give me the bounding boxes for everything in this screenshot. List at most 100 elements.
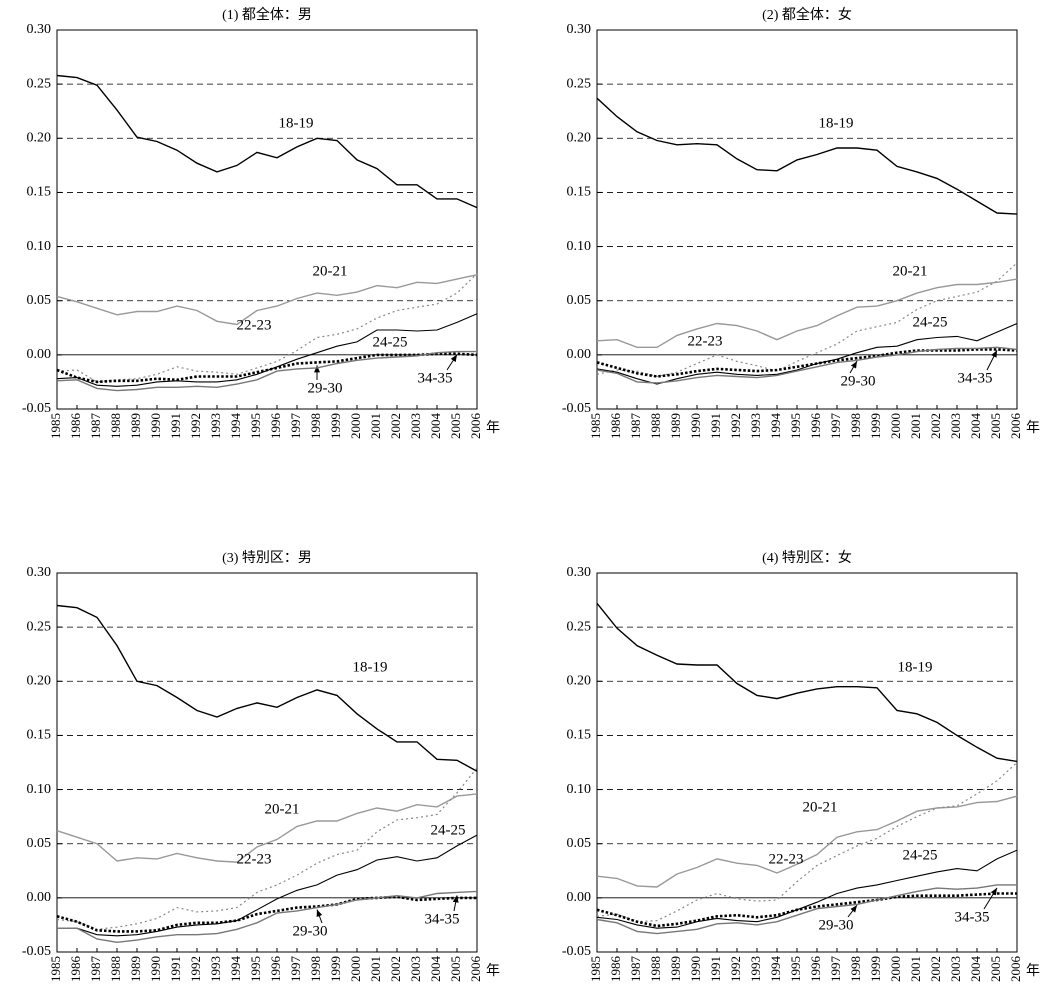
x-tick-label: 1993 <box>208 956 223 982</box>
label-arrow <box>316 909 323 924</box>
y-tick-label: 0.20 <box>567 674 592 689</box>
y-tick-label: 0.00 <box>567 890 592 905</box>
x-tick-label: 2002 <box>928 956 943 982</box>
plot-frame <box>596 29 1018 410</box>
x-tick-label: 1999 <box>868 956 883 982</box>
y-tick-label: 0.25 <box>27 76 52 91</box>
y-tick-label: -0.05 <box>562 401 591 416</box>
x-tick-label: 1996 <box>268 413 283 440</box>
label-arrow <box>847 904 858 918</box>
x-tick-label: 1991 <box>708 413 723 439</box>
y-tick-label: 0.15 <box>567 185 592 200</box>
x-tick-label: 2000 <box>888 956 903 982</box>
y-tick-label: 0.05 <box>27 836 52 851</box>
series-label: 34-35 <box>425 911 460 927</box>
x-tick-label: 1991 <box>168 413 183 439</box>
series-line <box>596 278 1018 348</box>
y-tick-label: 0.05 <box>567 293 592 308</box>
series-label: 22-23 <box>769 851 804 867</box>
panel: (4) 特別区：女 -0.05 0.00 0.05 0.10 0.15 0.20 0.25 0.… <box>562 549 1040 982</box>
y-tick-label: 0.30 <box>567 565 592 580</box>
x-tick-label: 1993 <box>748 413 763 439</box>
series-line <box>596 795 1018 888</box>
x-tick-label: 1998 <box>848 413 863 439</box>
series-label: 18-19 <box>898 659 933 675</box>
series-label: 18-19 <box>279 115 314 131</box>
x-tick-label: 2001 <box>368 956 383 982</box>
chart-title: (4) 特別区：女 <box>762 549 852 566</box>
series-label: 24-25 <box>903 847 938 863</box>
series-line <box>56 604 478 772</box>
x-tick-label: 1990 <box>688 413 703 439</box>
series-label: 20-21 <box>313 263 348 279</box>
x-tick-label: 2006 <box>1008 413 1023 440</box>
y-tick-label: 0.30 <box>567 22 592 37</box>
series-label: 34-35 <box>418 370 453 386</box>
x-tick-label: 1987 <box>628 956 643 983</box>
x-tick-label: 1989 <box>668 413 683 439</box>
y-tick-label: 0.30 <box>27 22 52 37</box>
x-tick-label: 1999 <box>868 413 883 439</box>
series-line <box>56 274 478 326</box>
chart-title: (3) 特別区：男 <box>222 550 312 566</box>
x-tick-label: 1992 <box>188 956 203 982</box>
x-axis-label: 年 <box>486 420 500 436</box>
series-label: 34-35 <box>955 909 990 925</box>
x-tick-label: 1986 <box>608 413 623 440</box>
x-tick-label: 1988 <box>108 956 123 982</box>
x-tick-label: 1990 <box>148 956 163 982</box>
x-axis-label: 年 <box>1026 963 1040 979</box>
series-line <box>57 890 478 944</box>
x-tick-label: 2001 <box>368 413 383 439</box>
y-tick-label: 0.15 <box>27 185 52 200</box>
label-arrow <box>983 887 998 910</box>
x-tick-label: 1996 <box>808 413 823 440</box>
x-tick-label: 1986 <box>68 413 83 440</box>
x-tick-label: 1992 <box>728 956 743 982</box>
x-tick-label: 1995 <box>248 956 263 982</box>
series-label: 22-23 <box>237 851 272 867</box>
x-tick-label: 1998 <box>308 956 323 982</box>
x-tick-label: 1997 <box>288 956 303 983</box>
x-tick-label: 1988 <box>648 956 663 982</box>
x-tick-label: 2000 <box>348 413 363 439</box>
x-tick-label: 1991 <box>168 956 183 982</box>
x-tick-label: 1993 <box>208 413 223 439</box>
plot-frame <box>56 572 478 953</box>
label-arrow <box>452 895 459 912</box>
x-tick-label: 1991 <box>708 956 723 982</box>
x-axis-label: 年 <box>486 963 500 979</box>
plot-frame <box>56 29 478 410</box>
x-tick-label: 1985 <box>588 413 603 439</box>
x-tick-label: 1988 <box>108 413 123 439</box>
chart-title: (2) 都全体：女 <box>762 6 852 23</box>
x-tick-label: 2000 <box>348 956 363 982</box>
series-label: 29-30 <box>819 917 854 933</box>
series-line <box>56 74 478 209</box>
y-tick-label: 0.00 <box>27 890 52 905</box>
panel: (1) 都全体：男 -0.05 0.00 0.05 0.10 0.15 0.20 0.25 0.… <box>22 6 500 439</box>
series-line <box>596 97 1018 215</box>
series-line <box>56 352 478 384</box>
x-tick-label: 1997 <box>828 413 843 440</box>
series-line <box>596 892 1017 928</box>
series-label: 24-25 <box>913 314 948 330</box>
y-tick-label: 0.10 <box>567 239 592 254</box>
y-tick-label: 0.05 <box>567 836 592 851</box>
x-tick-label: 1998 <box>308 413 323 439</box>
series-label: 24-25 <box>431 822 466 838</box>
y-tick-label: 0.10 <box>27 239 52 254</box>
x-tick-label: 1990 <box>688 956 703 982</box>
series-line <box>596 346 1018 384</box>
label-arrow <box>986 350 998 371</box>
x-tick-label: 1996 <box>268 956 283 983</box>
x-tick-label: 2004 <box>428 413 443 440</box>
x-tick-label: 2005 <box>448 956 463 982</box>
x-tick-label: 1995 <box>248 413 263 439</box>
x-tick-label: 1995 <box>788 413 803 439</box>
series-label: 18-19 <box>353 659 388 675</box>
x-tick-label: 2002 <box>388 956 403 982</box>
x-tick-label: 1994 <box>228 956 243 983</box>
x-tick-label: 1986 <box>608 956 623 983</box>
x-tick-label: 2003 <box>408 956 423 982</box>
